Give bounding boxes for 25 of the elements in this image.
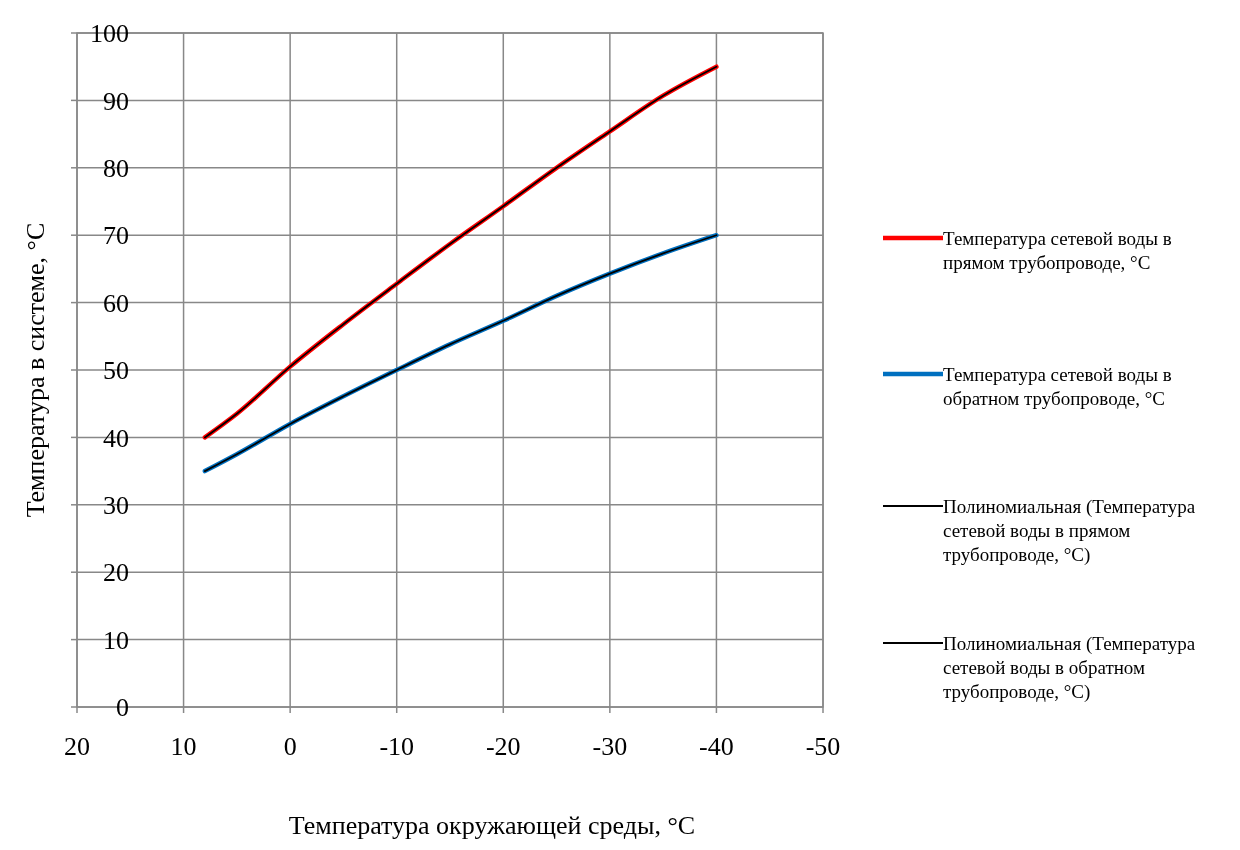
y-tick-label: 40 [103,423,129,453]
y-tick-label: 100 [90,19,129,49]
y-tick-label: 50 [103,356,129,386]
y-tick-label: 80 [103,153,129,183]
y-tick-label: 30 [103,490,129,520]
y-tick-label: 10 [103,625,129,655]
legend-label: Полиномиальная (Температура сетевой воды в обратном трубопроводе, °C) [943,632,1196,703]
legend-label: Температура сетевой воды в прямом трубопроводе, °C [943,227,1172,273]
x-tick-label: -40 [699,732,734,761]
x-tick-label: 0 [283,732,297,761]
y-tick-label: 70 [103,221,129,251]
y-tick-label: 60 [103,288,129,318]
x-tick-label: -50 [805,732,841,761]
x-tick-label: -20 [485,732,521,761]
y-tick-label: 0 [116,693,129,723]
x-axis-title: Температура окружающей среды, °C [288,811,696,840]
x-tick-label: -10 [379,732,415,761]
x-tick-label: 20 [64,732,90,761]
y-axis-title: Температура в системе, °C [21,222,50,518]
legend-label: Полиномиальная (Температура сетевой воды в прямом трубопроводе, °C) [943,495,1196,566]
x-tick-label: -30 [592,732,628,761]
legend-label: Температура сетевой воды в обратном трубопроводе, °C [943,363,1172,409]
y-tick-label: 20 [103,558,129,588]
y-tick-label: 90 [103,86,129,116]
x-tick-label: 10 [170,732,197,761]
